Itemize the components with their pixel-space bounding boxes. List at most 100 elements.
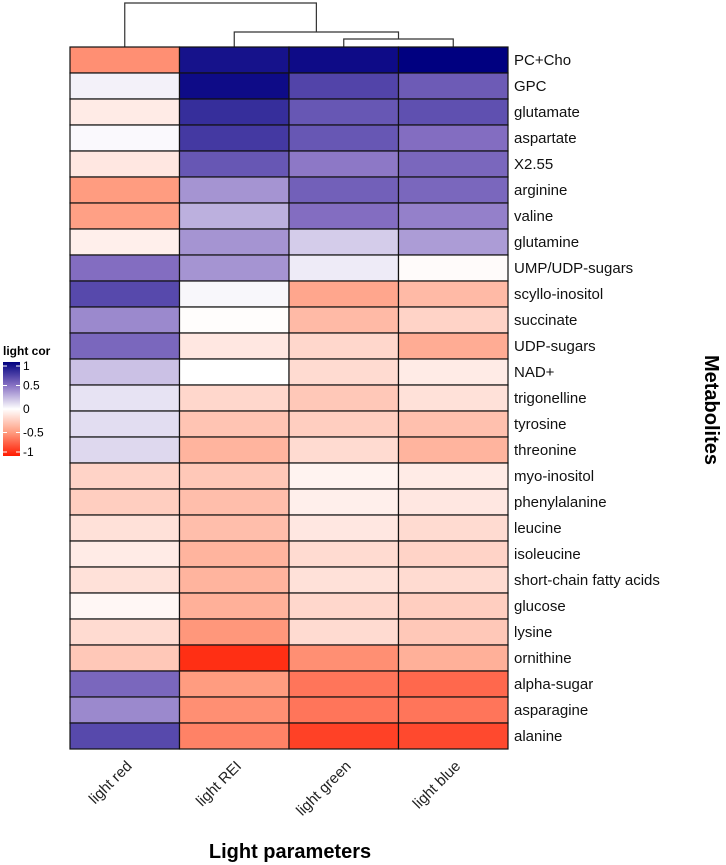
heatmap-cell [288,176,400,204]
legend-tick-label: 0.5 [23,379,40,393]
x-axis-title: Light parameters [209,841,371,863]
heatmap-cell [288,306,400,334]
heatmap-cell [397,722,509,750]
row-label: myo-inositol [514,468,594,485]
heatmap-cell [69,618,181,646]
row-label: scyllo-inositol [514,286,603,303]
row-labels: PC+Cho GPC glutamate aspartate X2.55 arginine… [514,52,660,745]
row-label: isoleucine [514,546,581,563]
row-label: ornithine [514,650,572,667]
heatmap-cell [178,46,290,74]
heatmap-cell [69,176,181,204]
row-label: lysine [514,624,552,641]
heatmap-cell [178,410,290,438]
heatmap-cell [69,644,181,672]
heatmap-cell [178,306,290,334]
heatmap-cell [178,150,290,178]
heatmap-cell [397,306,509,334]
column-label: light red [86,758,136,808]
column-dendrogram [124,2,454,47]
heatmap-cell [178,124,290,152]
heatmap-cell [288,436,400,464]
row-label: UMP/UDP-sugars [514,260,633,277]
heatmap-cell [288,358,400,386]
heatmap-cell [69,228,181,256]
row-label: UDP-sugars [514,338,596,355]
row-label: X2.55 [514,156,553,173]
dendrogram-branch [124,2,317,47]
heatmap-cell [69,332,181,360]
row-label: threonine [514,442,577,459]
heatmap-cell [69,46,181,74]
heatmap-cell [397,46,509,74]
column-label: light blue [410,758,464,812]
heatmap-cell [397,410,509,438]
heatmap-cell [288,332,400,360]
heatmap-cell [178,202,290,230]
row-label: trigonelline [514,390,587,407]
heatmap-cell [178,72,290,100]
heatmap-cell [178,540,290,568]
heatmap-cell [288,254,400,282]
row-label: glucose [514,598,566,615]
heatmap-cell [69,254,181,282]
heatmap-cell [69,358,181,386]
row-label: GPC [514,78,547,95]
heatmap-cell [397,566,509,594]
column-labels: light red light REI light green light blue [86,758,464,820]
heatmap-cell [397,488,509,516]
heatmap-cell [69,670,181,698]
heatmap-cell [288,592,400,620]
row-label: PC+Cho [514,52,571,69]
heatmap-cell [69,410,181,438]
heatmap-cell [288,540,400,568]
heatmap-cell [178,514,290,542]
dendrogram-branch [343,38,454,47]
row-label: valine [514,208,553,225]
heatmap-cell [288,462,400,490]
legend-tick-label: -1 [23,445,34,459]
heatmap-cell [69,280,181,308]
row-label: glutamine [514,234,579,251]
row-label: glutamate [514,104,580,121]
heatmap-cell [69,540,181,568]
legend-tick-label: 1 [23,359,30,373]
row-label: tyrosine [514,416,567,433]
row-label: aspartate [514,130,577,147]
heatmap-cell [288,644,400,672]
heatmap-cell [397,462,509,490]
legend-tick-label: -0.5 [23,426,44,440]
heatmap-cell [69,436,181,464]
heatmap-cell [288,670,400,698]
heatmap-cell [288,488,400,516]
row-label: alanine [514,728,562,745]
heatmap-cell [288,150,400,178]
legend-tick-label: 0 [23,402,30,416]
heatmap-cell [397,150,509,178]
column-label: light green [293,758,355,820]
y-axis-title: Metabolites [700,355,722,465]
column-label: light REI [193,758,245,810]
heatmap-cell [288,566,400,594]
heatmap-cell [69,696,181,724]
row-label: short-chain fatty acids [514,572,660,589]
heatmap-cell [288,722,400,750]
heatmap-cell [397,514,509,542]
heatmap-cell [178,436,290,464]
heatmap-cell [69,150,181,178]
row-label: NAD+ [514,364,555,381]
heatmap-cell [69,306,181,334]
heatmap-cell [69,566,181,594]
heatmap-cell [69,514,181,542]
heatmap-cell [397,280,509,308]
row-label: arginine [514,182,567,199]
heatmap-cell [69,98,181,126]
heatmap-cell [178,670,290,698]
heatmap-cell [397,228,509,256]
row-label: asparagine [514,702,588,719]
heatmap-cell [69,722,181,750]
heatmap-cell [178,332,290,360]
heatmap-cell [397,696,509,724]
heatmap-cell [178,228,290,256]
legend-colorbar [3,362,20,456]
